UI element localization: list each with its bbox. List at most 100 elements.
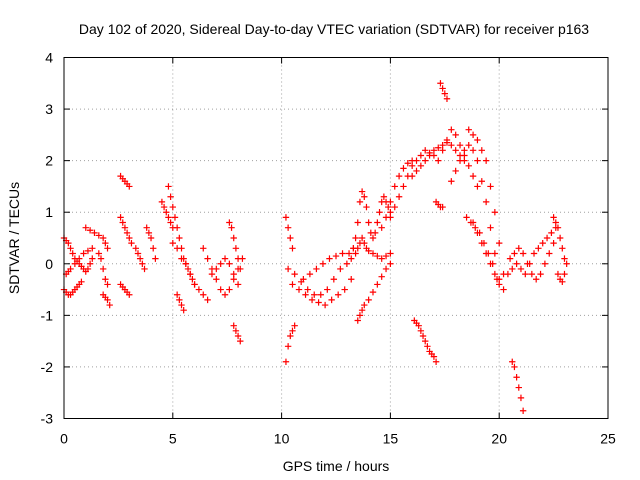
data-point	[195, 286, 203, 293]
data-point	[463, 214, 470, 221]
data-point	[173, 245, 181, 252]
data-point	[311, 291, 318, 298]
data-point	[345, 250, 353, 257]
data-point	[284, 343, 292, 350]
data-point	[221, 255, 229, 262]
data-point	[537, 270, 544, 278]
series-arc-9b	[352, 234, 394, 262]
data-point	[84, 247, 92, 255]
data-point	[208, 270, 216, 278]
data-point	[469, 131, 477, 139]
data-point	[563, 260, 570, 267]
data-point	[352, 250, 359, 257]
series-arc-10b	[378, 157, 416, 231]
x-tick-label: 25	[600, 431, 616, 447]
series-arc-9	[350, 188, 394, 252]
data-point	[380, 193, 388, 200]
data-point	[550, 214, 557, 221]
data-point	[339, 250, 346, 257]
data-point	[226, 286, 233, 293]
data-point	[439, 147, 446, 154]
data-point	[176, 234, 183, 242]
data-point	[167, 219, 174, 226]
data-point	[535, 245, 542, 252]
data-point	[363, 203, 370, 211]
data-point	[519, 250, 527, 257]
data-point	[82, 224, 89, 231]
data-point	[71, 260, 79, 267]
data-point	[482, 250, 490, 257]
data-point	[511, 250, 518, 257]
series-arc-1	[82, 224, 111, 252]
data-point	[378, 273, 385, 280]
data-point	[173, 224, 181, 231]
data-point	[284, 265, 292, 273]
data-point	[435, 157, 442, 164]
series-arc-10	[387, 147, 442, 221]
data-point	[217, 260, 224, 267]
data-point	[513, 374, 520, 381]
data-point	[315, 299, 322, 306]
data-point	[226, 260, 233, 267]
data-point	[515, 384, 522, 391]
data-point	[422, 147, 429, 154]
data-point	[424, 343, 431, 350]
data-point	[300, 276, 307, 283]
data-point	[469, 219, 477, 226]
data-point	[313, 265, 320, 273]
data-point	[456, 157, 464, 164]
data-point	[106, 301, 113, 309]
series-arc-17	[504, 224, 559, 278]
series-arc-8	[284, 255, 355, 298]
data-point	[561, 255, 568, 262]
series-arc-17b	[506, 239, 557, 283]
data-point	[487, 224, 494, 231]
data-point	[487, 260, 494, 267]
data-point	[123, 229, 131, 237]
data-point	[469, 172, 477, 180]
data-point	[439, 85, 446, 92]
data-point	[422, 337, 429, 345]
data-point	[104, 281, 111, 288]
data-point	[89, 255, 96, 262]
data-point	[391, 183, 398, 190]
data-point	[439, 203, 446, 211]
data-point	[365, 219, 372, 226]
y-tick-label: -1	[41, 307, 54, 323]
data-point	[128, 239, 135, 247]
series-arc-1b	[95, 250, 111, 288]
data-point	[515, 245, 522, 252]
data-point	[119, 219, 126, 226]
data-point	[361, 193, 368, 200]
data-point	[422, 157, 429, 164]
data-point	[509, 358, 516, 365]
series-arc-6	[226, 219, 244, 273]
data-point	[163, 209, 170, 216]
data-point	[408, 172, 416, 180]
data-point	[234, 255, 242, 262]
data-point	[187, 270, 194, 278]
data-point	[391, 203, 398, 211]
data-point	[478, 239, 485, 247]
data-point	[539, 239, 546, 247]
data-point	[306, 270, 314, 278]
data-point	[328, 296, 335, 304]
data-point	[378, 255, 385, 262]
grid	[64, 57, 608, 419]
data-point	[86, 260, 94, 267]
data-point	[126, 183, 133, 190]
data-point	[491, 209, 499, 216]
data-point	[415, 322, 422, 329]
data-point	[419, 332, 427, 340]
y-tick-label: -2	[41, 359, 54, 375]
data-point	[284, 224, 292, 231]
data-point	[465, 141, 472, 149]
data-point	[465, 162, 472, 169]
data-point	[369, 250, 377, 257]
x-tick-label: 5	[169, 431, 177, 447]
data-point	[76, 255, 83, 262]
data-point	[541, 260, 549, 267]
data-point	[417, 162, 425, 169]
data-point	[217, 286, 224, 293]
data-point	[554, 224, 562, 231]
